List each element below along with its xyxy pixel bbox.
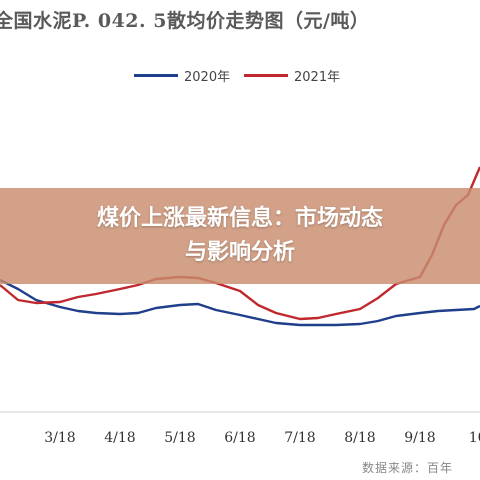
x-tick-label: 10/ <box>469 430 480 446</box>
headline-banner[interactable]: 煤价上涨最新信息：市场动态 与影响分析 <box>0 188 480 284</box>
x-tick-label: 7/18 <box>284 430 315 446</box>
headline-line-2: 与影响分析 <box>184 240 295 265</box>
chart-title: 全国水泥P. 042. 5散均价走势图（元/吨） <box>0 10 370 32</box>
x-tick-label: 3/18 <box>44 430 75 446</box>
legend-swatch-2021 <box>244 74 288 77</box>
headline-line-1: 煤价上涨最新信息：市场动态 <box>96 206 383 231</box>
source-note: 数据来源：百年 <box>362 461 454 475</box>
chart-legend: 2020年 2021年 <box>0 66 480 86</box>
legend-item-2021: 2021年 <box>244 66 340 85</box>
x-tick-label: 6/18 <box>224 430 255 446</box>
legend-label-2020: 2020年 <box>184 70 231 85</box>
series-line-0 <box>0 278 480 327</box>
x-tick-label: 8/18 <box>344 430 375 446</box>
legend-swatch-2020 <box>134 74 178 77</box>
x-tick-label: 4/18 <box>104 430 135 446</box>
x-tick-label: 5/18 <box>164 430 195 446</box>
legend-label-2021: 2021年 <box>294 70 341 85</box>
x-tick-label: 9/18 <box>404 430 435 446</box>
legend-item-2020: 2020年 <box>134 66 230 85</box>
